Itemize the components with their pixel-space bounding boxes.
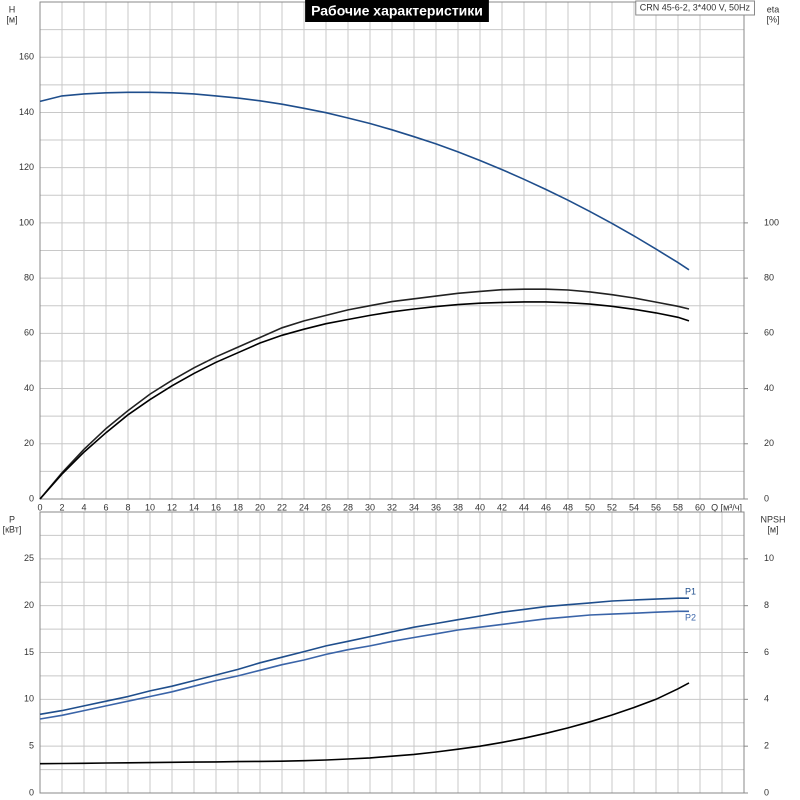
x-tick-label: 36 xyxy=(431,502,441,512)
plot-frame xyxy=(39,511,745,794)
y2-tick-label: 8 xyxy=(764,600,769,610)
y-tick-label: 20 xyxy=(24,600,34,610)
y-tick-label: 140 xyxy=(19,107,34,117)
y-axis-unit: [м] xyxy=(6,14,17,24)
y2-tick-label: 10 xyxy=(764,553,774,563)
y2-tick-label: 20 xyxy=(764,438,774,448)
x-tick-label: 44 xyxy=(519,502,529,512)
x-tick-label: 52 xyxy=(607,502,617,512)
x-tick-label: 24 xyxy=(299,502,309,512)
x-tick-label: 16 xyxy=(211,502,221,512)
y2-tick-label: 0 xyxy=(764,787,769,797)
y2-axis-label: NPSH xyxy=(760,514,785,524)
y-tick-label: 100 xyxy=(19,217,34,227)
y-tick-label: 5 xyxy=(29,741,34,751)
line-series xyxy=(39,91,690,271)
y-tick-label: 0 xyxy=(29,493,34,503)
x-tick-label: 48 xyxy=(563,502,573,512)
y2-tick-label: 40 xyxy=(764,383,774,393)
x-tick-label: 26 xyxy=(321,502,331,512)
x-tick-label: 46 xyxy=(541,502,551,512)
x-tick-label: 6 xyxy=(103,502,108,512)
y-tick-label: 80 xyxy=(24,272,34,282)
annotation-box xyxy=(635,0,755,16)
title-box xyxy=(305,0,489,22)
x-tick-label: 50 xyxy=(585,502,595,512)
y2-axis-unit: [м] xyxy=(767,524,778,534)
x-tick-label: 22 xyxy=(277,502,287,512)
y2-tick-label: 60 xyxy=(764,328,774,338)
y-tick-label: 20 xyxy=(24,438,34,448)
line-series xyxy=(39,610,689,720)
x-tick-label: 58 xyxy=(673,502,683,512)
line-series xyxy=(39,597,689,716)
chart-title: Рабочие характеристики xyxy=(311,3,483,19)
y-tick-label: 120 xyxy=(19,162,34,172)
x-tick-label: 32 xyxy=(387,502,397,512)
y2-tick-label: 2 xyxy=(764,741,769,751)
y-tick-label: 160 xyxy=(19,52,34,62)
line-series xyxy=(39,682,690,765)
x-tick-label: 54 xyxy=(629,502,639,512)
line-series xyxy=(39,288,690,500)
y-tick-label: 10 xyxy=(24,694,34,704)
y-axis-label: P xyxy=(9,514,15,524)
x-tick-label: 38 xyxy=(453,502,463,512)
x-tick-label: 8 xyxy=(125,502,130,512)
x-tick-label: 4 xyxy=(81,502,86,512)
x-tick-label: 20 xyxy=(255,502,265,512)
y-axis-unit: [кВт] xyxy=(3,524,22,534)
y-tick-label: 25 xyxy=(24,553,34,563)
y-tick-label: 40 xyxy=(24,383,34,393)
x-tick-label: 14 xyxy=(189,502,199,512)
y2-tick-label: 0 xyxy=(764,493,769,503)
y-tick-label: 60 xyxy=(24,328,34,338)
x-tick-label: 30 xyxy=(365,502,375,512)
y2-tick-label: 100 xyxy=(764,217,779,227)
y2-axis-unit: [%] xyxy=(766,14,779,24)
y-axis-label: H xyxy=(9,4,16,14)
x-tick-label: 2 xyxy=(59,502,64,512)
y2-tick-label: 6 xyxy=(764,647,769,657)
line-series xyxy=(39,301,690,500)
x-tick-label: 0 xyxy=(37,502,42,512)
series-label: P1 xyxy=(685,587,696,597)
x-tick-label: 40 xyxy=(475,502,485,512)
x-tick-label: 34 xyxy=(409,502,419,512)
y-tick-label: 15 xyxy=(24,647,34,657)
y2-axis-label: eta xyxy=(767,4,780,14)
x-tick-label: 42 xyxy=(497,502,507,512)
y2-tick-label: 4 xyxy=(764,694,769,704)
x-tick-label: 12 xyxy=(167,502,177,512)
series-label: P2 xyxy=(685,613,696,623)
annotation: CRN 45-6-2, 3*400 V, 50Hz xyxy=(640,2,751,12)
y-tick-label: 0 xyxy=(29,787,34,797)
x-tick-label: 28 xyxy=(343,502,353,512)
x-axis-label: Q [м³/ч] xyxy=(711,502,742,512)
x-tick-label: 56 xyxy=(651,502,661,512)
y2-tick-label: 80 xyxy=(764,272,774,282)
x-tick-label: 10 xyxy=(145,502,155,512)
x-tick-label: 18 xyxy=(233,502,243,512)
x-tick-label: 60 xyxy=(695,502,705,512)
